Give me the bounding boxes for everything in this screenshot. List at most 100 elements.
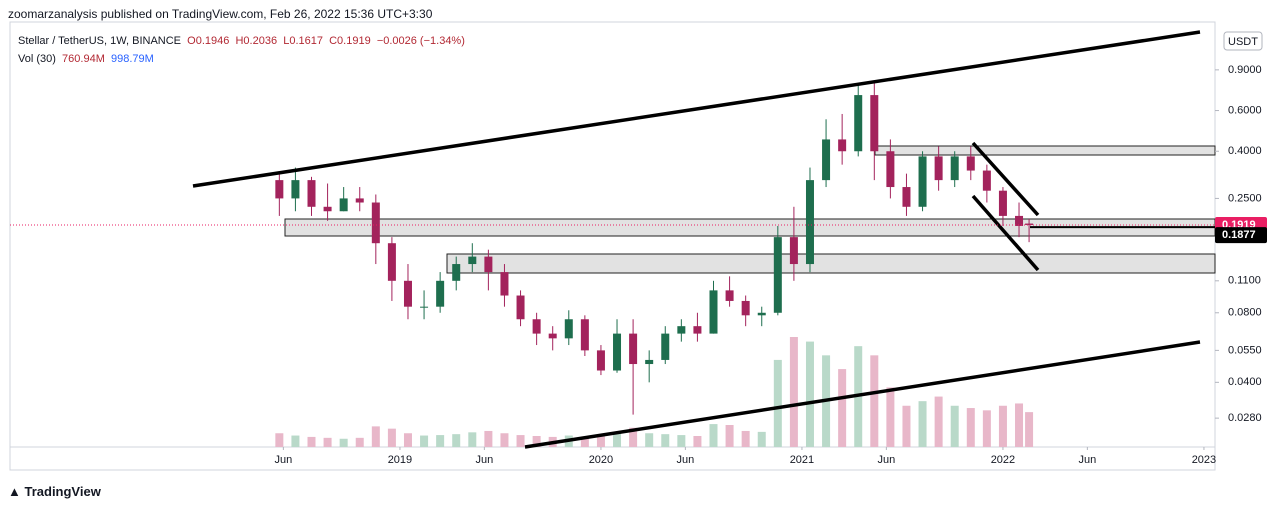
candle-body (420, 306, 429, 308)
x-tick-label: 2023 (1192, 454, 1216, 466)
candle-body (918, 156, 927, 207)
ohlc: H0.2036 (235, 35, 278, 47)
chart: USDT 0.9000 0.6000 0.4000 0.2500 0.1100 0.080… (9, 21, 1267, 471)
candle-body (613, 333, 622, 371)
volume-bar (661, 434, 670, 447)
brand: TradingView (24, 484, 101, 499)
y-tick-label: 0.0280 (1228, 412, 1262, 424)
y-tick-label: 0.9000 (1228, 64, 1262, 76)
volume-bar (789, 337, 798, 447)
volume-bar (805, 341, 814, 447)
x-tick-label: 2019 (388, 454, 412, 466)
volume-bar (275, 433, 284, 447)
zone (446, 253, 1216, 274)
y-tick-label: 0.4000 (1228, 145, 1262, 157)
ohlc: L0.1617 (283, 35, 323, 47)
candle-body (564, 319, 573, 339)
volume-bar (998, 405, 1007, 447)
volume-bar (339, 438, 348, 447)
volume-bar (355, 437, 364, 447)
ohlc: C0.1919 (329, 35, 371, 47)
volume-bar (371, 426, 380, 447)
volume-bar (307, 436, 316, 447)
volume-bar (452, 434, 461, 447)
candle-body (757, 312, 766, 316)
volume-bar (436, 435, 445, 447)
candle-body (596, 350, 605, 371)
candle-body (403, 280, 412, 307)
volume-bar (387, 428, 396, 447)
candle-body (950, 156, 959, 181)
frame (9, 21, 1216, 471)
candle-body (709, 290, 718, 334)
candle-body (323, 206, 332, 212)
volume-bar (982, 410, 991, 447)
volume-bar (677, 435, 686, 447)
candle-body (1015, 215, 1024, 226)
volume-bar (1015, 403, 1024, 447)
candle-body (436, 280, 445, 307)
candle-body (307, 180, 316, 207)
candle-body (741, 300, 750, 316)
x-tick-label: Jun (1078, 454, 1096, 466)
candle-body (532, 319, 541, 334)
candle-body (275, 180, 284, 199)
candle-body (693, 326, 702, 334)
volume-bar (741, 430, 750, 447)
currency-box (1223, 31, 1263, 51)
candle-body (886, 151, 895, 188)
volume-bar (645, 433, 654, 447)
volume-bar (420, 435, 429, 447)
candle-body (516, 295, 525, 320)
candle-body (484, 256, 493, 273)
candle-body (822, 139, 831, 181)
vol: 760.94M (62, 53, 105, 65)
candle-body (661, 333, 670, 360)
candle-body (1025, 223, 1034, 225)
candle-body (548, 333, 557, 339)
candle-body (629, 333, 638, 365)
y-tick-label: 0.1100 (1228, 275, 1261, 287)
vol-title: Vol (30) (18, 53, 56, 65)
volume-bar (468, 432, 477, 447)
volume-bar (902, 405, 911, 447)
volume-bar (693, 436, 702, 447)
candle-body (966, 156, 975, 171)
volume-bar (950, 405, 959, 447)
volume-bar (500, 433, 509, 447)
candle-body (789, 237, 798, 265)
y-tick-label: 0.2500 (1228, 192, 1262, 204)
volume-bar (773, 359, 782, 447)
y-tick-label: 0.0550 (1228, 344, 1262, 356)
candle-body (468, 256, 477, 265)
candle-body (725, 290, 734, 301)
y-tick-label: 0.0800 (1228, 307, 1262, 319)
volume-bar (403, 433, 412, 447)
trend-line (971, 141, 1040, 217)
candle-body (773, 237, 782, 313)
trend-line (524, 340, 1201, 449)
ohlc: O0.1946 (187, 35, 230, 47)
x-tick-label: Jun (676, 454, 694, 466)
volume-bar (596, 435, 605, 447)
vol-ma: 998.79M (110, 53, 154, 65)
volume-bar (709, 424, 718, 447)
volume-bar (580, 436, 589, 447)
volume-bar (323, 437, 332, 447)
candle-body (339, 198, 348, 212)
candle-body (982, 170, 991, 191)
publisher: zoomarzanalysis published on TradingView… (8, 7, 433, 21)
candle-body (998, 190, 1007, 216)
volume-bar (918, 401, 927, 447)
candle-body (902, 187, 911, 207)
x-tick-label: Jun (877, 454, 895, 466)
symbol: Stellar / TetherUS, 1W, BINANCE (18, 35, 182, 47)
volume-bar (484, 430, 493, 447)
candle-body (854, 95, 863, 152)
volume-bar (757, 431, 766, 447)
y-tick-label: 0.0400 (1228, 376, 1262, 388)
price-box (1215, 227, 1267, 244)
volume-bar (291, 435, 300, 447)
candle-body (371, 202, 380, 244)
